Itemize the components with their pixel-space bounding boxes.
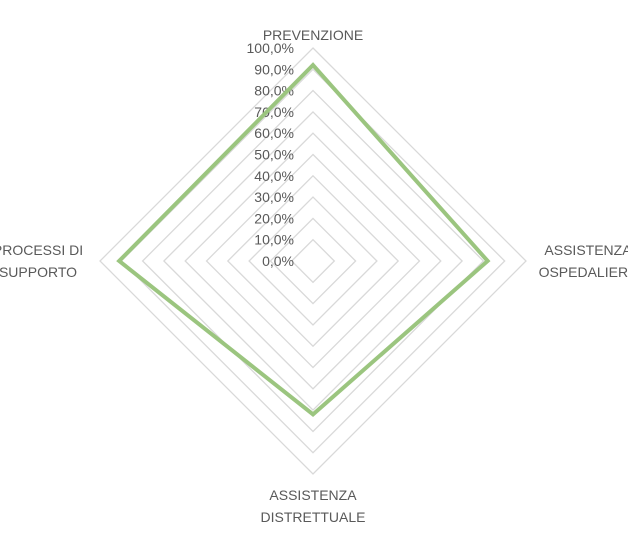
category-label-1-line-1: OSPEDALIERA — [539, 264, 628, 280]
tick-label-10: 100,0% — [247, 40, 294, 56]
radial-tick-labels: 0,0%10,0%20,0%30,0%40,0%50,0%60,0%70,0%8… — [247, 40, 294, 269]
tick-label-6: 60,0% — [254, 125, 294, 141]
grid-ring-5 — [205, 153, 421, 369]
radar-series — [116, 62, 491, 417]
category-label-2-line-0: ASSISTENZA — [269, 487, 357, 503]
grid-ring-4 — [226, 174, 400, 348]
grid-ring-1 — [290, 238, 336, 284]
tick-label-9: 90,0% — [254, 61, 294, 77]
grid-ring-3 — [248, 196, 378, 326]
category-label-3-line-1: SUPPORTO — [0, 264, 77, 280]
category-label-3-line-0: PROCESSI DI — [0, 242, 83, 258]
grid-ring-6 — [184, 132, 442, 390]
tick-label-3: 30,0% — [254, 189, 294, 205]
grid-ring-8 — [141, 89, 485, 433]
grid-ring-10 — [99, 47, 527, 475]
category-label-0-line-0: PREVENZIONE — [263, 27, 363, 43]
tick-label-1: 10,0% — [254, 232, 294, 248]
tick-label-5: 50,0% — [254, 147, 294, 163]
radar-grid — [99, 47, 527, 475]
tick-label-0: 0,0% — [262, 253, 294, 269]
tick-label-4: 40,0% — [254, 168, 294, 184]
series-line-0 — [116, 62, 491, 417]
grid-ring-9 — [120, 68, 506, 454]
grid-ring-2 — [269, 217, 357, 305]
tick-label-2: 20,0% — [254, 210, 294, 226]
grid-ring-7 — [162, 110, 464, 412]
category-labels: PREVENZIONE ASSISTENZA OSPEDALIERA ASSISTEN… — [0, 27, 628, 525]
category-label-2-line-1: DISTRETTUALE — [260, 509, 365, 525]
category-label-1-line-0: ASSISTENZA — [544, 242, 628, 258]
